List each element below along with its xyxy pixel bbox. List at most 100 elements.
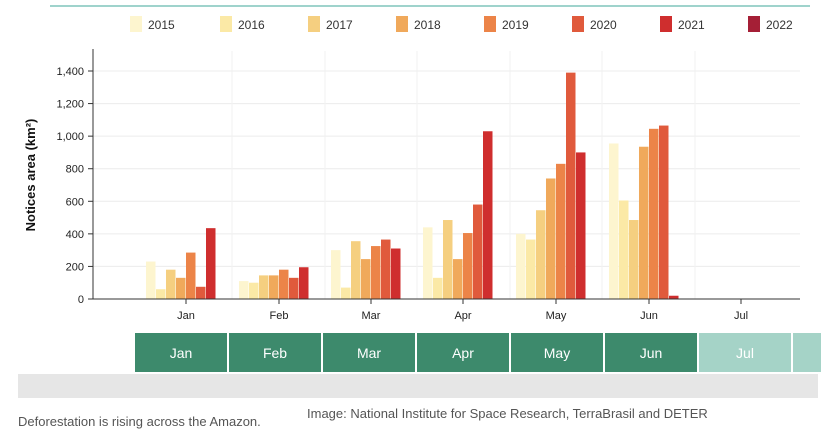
y-tick-label: 400 — [66, 229, 84, 241]
x-tick-label: Jul — [734, 310, 748, 322]
bar-May-2020[interactable] — [566, 72, 576, 299]
bar-Jun-2015[interactable] — [609, 143, 619, 299]
y-tick-label: 600 — [66, 196, 84, 208]
legend-label: 2021 — [678, 18, 705, 32]
bar-Apr-2018[interactable] — [453, 259, 463, 299]
bar-Feb-2017[interactable] — [259, 275, 269, 299]
legend-item-2020[interactable]: 2020 — [572, 16, 617, 32]
bar-Jun-2020[interactable] — [659, 125, 669, 299]
x-tick-label: Jan — [177, 310, 195, 322]
legend-label: 2022 — [766, 18, 793, 32]
top-divider — [50, 5, 810, 7]
footer-band — [18, 374, 818, 398]
y-tick-label: 1,200 — [56, 99, 84, 111]
bar-Mar-2020[interactable] — [381, 239, 391, 299]
month-timeline: Jan Feb Mar Apr May Jun Jul — [135, 333, 823, 372]
bar-Apr-2016[interactable] — [433, 277, 443, 299]
y-tick-label: 1,400 — [56, 66, 84, 78]
legend-label: 2019 — [502, 18, 529, 32]
legend-item-2021[interactable]: 2021 — [660, 16, 705, 32]
bar-May-2018[interactable] — [546, 178, 556, 299]
timeline-month-may[interactable]: May — [511, 333, 603, 372]
bar-Apr-2019[interactable] — [463, 233, 473, 299]
bar-Apr-2021[interactable] — [483, 131, 493, 299]
legend-swatch — [130, 16, 142, 32]
y-axis-label: Notices area (km²) — [23, 119, 38, 232]
bar-Jan-2019[interactable] — [186, 252, 196, 299]
legend-label: 2018 — [414, 18, 441, 32]
timeline-month-feb[interactable]: Feb — [229, 333, 321, 372]
legend-label: 2015 — [148, 18, 175, 32]
bar-Jan-2017[interactable] — [166, 269, 176, 299]
bar-Feb-2015[interactable] — [239, 281, 249, 299]
legend-swatch — [220, 16, 232, 32]
bar-May-2017[interactable] — [536, 210, 546, 299]
x-tick-label: Feb — [270, 310, 289, 322]
bar-Apr-2020[interactable] — [473, 204, 483, 299]
timeline-month-jul[interactable]: Jul — [699, 333, 791, 372]
legend-item-2016[interactable]: 2016 — [220, 16, 265, 32]
chart-bars — [146, 72, 679, 299]
bar-Mar-2017[interactable] — [351, 241, 361, 299]
bar-Feb-2020[interactable] — [289, 277, 299, 299]
legend-label: 2020 — [590, 18, 617, 32]
bar-Apr-2017[interactable] — [443, 220, 453, 299]
legend-label: 2016 — [238, 18, 265, 32]
bar-Jan-2018[interactable] — [176, 277, 186, 299]
legend-item-2019[interactable]: 2019 — [484, 16, 529, 32]
timeline-month-mar[interactable]: Mar — [323, 333, 415, 372]
chart-gridlines — [93, 51, 800, 299]
bar-Jan-2020[interactable] — [196, 286, 206, 299]
chart-legend: 2015 2016 2017 2018 2019 2020 2021 2022 — [130, 16, 793, 32]
bar-Jan-2021[interactable] — [206, 228, 216, 299]
legend-swatch — [308, 16, 320, 32]
timeline-month-apr[interactable]: Apr — [417, 333, 509, 372]
timeline-month-jun[interactable]: Jun — [605, 333, 697, 372]
x-tick-label: May — [546, 310, 567, 322]
bar-Jun-2016[interactable] — [619, 200, 629, 299]
bar-Mar-2018[interactable] — [361, 259, 371, 299]
legend-swatch — [748, 16, 760, 32]
bar-Jan-2015[interactable] — [146, 261, 156, 299]
bar-Jun-2018[interactable] — [639, 146, 649, 299]
image-credit: Image: National Institute for Space Rese… — [307, 406, 708, 421]
bar-Mar-2016[interactable] — [341, 287, 351, 299]
bar-Mar-2019[interactable] — [371, 246, 381, 299]
bar-May-2019[interactable] — [556, 163, 566, 299]
y-tick-label: 0 — [78, 294, 84, 306]
bar-Feb-2018[interactable] — [269, 275, 279, 299]
bar-May-2021[interactable] — [576, 152, 586, 299]
y-axis: 0 200 400 600 800 1,000 1,200 1,400 — [56, 49, 94, 306]
bar-Feb-2019[interactable] — [279, 269, 289, 299]
legend-item-2022[interactable]: 2022 — [748, 16, 793, 32]
figure-caption: Deforestation is rising across the Amazo… — [18, 414, 261, 429]
bar-Jun-2017[interactable] — [629, 220, 639, 299]
y-tick-label: 200 — [66, 261, 84, 273]
x-axis: Jan Feb Mar Apr May Jun Jul — [93, 298, 800, 322]
legend-swatch — [396, 16, 408, 32]
bar-Mar-2015[interactable] — [331, 250, 341, 299]
legend-item-2017[interactable]: 2017 — [308, 16, 353, 32]
bar-Jun-2019[interactable] — [649, 128, 659, 299]
y-tick-label: 800 — [66, 164, 84, 176]
bar-May-2016[interactable] — [526, 239, 536, 299]
x-tick-label: Apr — [454, 310, 471, 322]
bar-Feb-2021[interactable] — [299, 267, 309, 299]
y-tick-label: 1,000 — [56, 131, 84, 143]
bar-Jun-2021[interactable] — [669, 295, 679, 299]
legend-swatch — [484, 16, 496, 32]
bar-Jan-2016[interactable] — [156, 289, 166, 299]
legend-item-2015[interactable]: 2015 — [130, 16, 175, 32]
timeline-month-jan[interactable]: Jan — [135, 333, 227, 372]
bar-Mar-2021[interactable] — [391, 248, 401, 299]
bar-Feb-2016[interactable] — [249, 282, 259, 299]
bar-Apr-2015[interactable] — [423, 227, 433, 299]
timeline-month-next[interactable] — [793, 333, 821, 372]
legend-swatch — [660, 16, 672, 32]
legend-item-2018[interactable]: 2018 — [396, 16, 441, 32]
bar-May-2015[interactable] — [516, 233, 526, 299]
legend-label: 2017 — [326, 18, 353, 32]
x-tick-label: Mar — [362, 310, 381, 322]
legend-swatch — [572, 16, 584, 32]
